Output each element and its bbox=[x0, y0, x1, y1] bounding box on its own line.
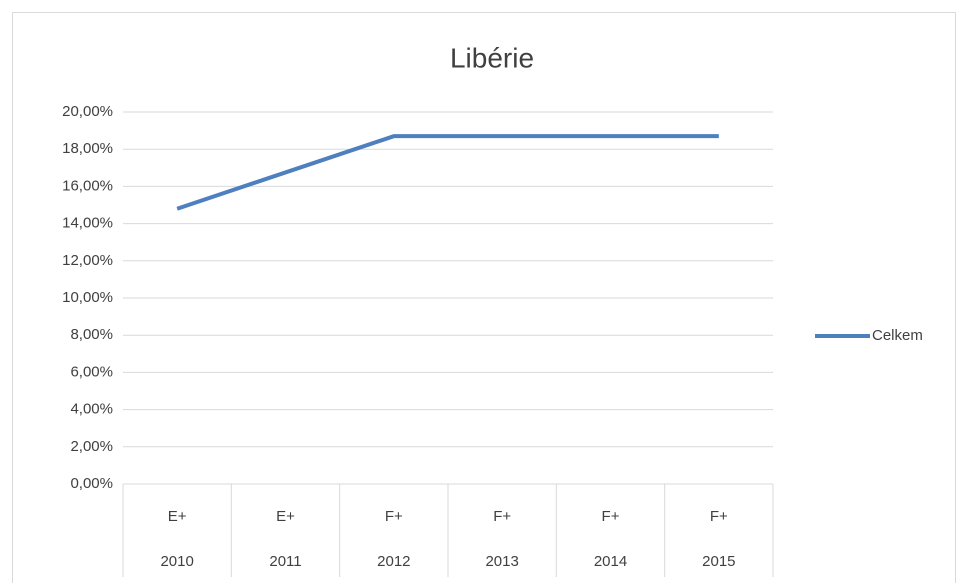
x-group-label: 2013 bbox=[485, 553, 518, 570]
y-tick-label: 16,00% bbox=[62, 177, 113, 194]
x-tick-label: F+ bbox=[710, 508, 728, 525]
y-tick-label: 0,00% bbox=[70, 475, 113, 492]
x-group-label: 2015 bbox=[702, 553, 735, 570]
x-tick-label: F+ bbox=[385, 508, 403, 525]
x-tick-label: E+ bbox=[168, 508, 187, 525]
x-group-label: 2012 bbox=[377, 553, 410, 570]
x-tick-label: F+ bbox=[602, 508, 620, 525]
x-group-label: 2011 bbox=[269, 553, 301, 570]
y-tick-label: 2,00% bbox=[70, 438, 113, 455]
y-tick-label: 20,00% bbox=[62, 103, 113, 120]
series-line bbox=[176, 134, 719, 211]
y-tick-label: 14,00% bbox=[62, 215, 113, 232]
y-tick-label: 4,00% bbox=[70, 401, 113, 418]
y-tick-label: 12,00% bbox=[62, 252, 113, 269]
y-tick-label: 8,00% bbox=[70, 326, 113, 343]
legend-label: Celkem bbox=[872, 327, 923, 344]
x-tick-label: F+ bbox=[493, 508, 511, 525]
chart-title: Libérie bbox=[450, 42, 534, 73]
x-group-label: 2014 bbox=[594, 553, 627, 570]
x-group-label: 2010 bbox=[160, 553, 193, 570]
y-tick-label: 10,00% bbox=[62, 289, 113, 306]
y-tick-label: 6,00% bbox=[70, 363, 113, 380]
x-tick-label: E+ bbox=[276, 508, 295, 525]
y-tick-label: 18,00% bbox=[62, 140, 113, 157]
